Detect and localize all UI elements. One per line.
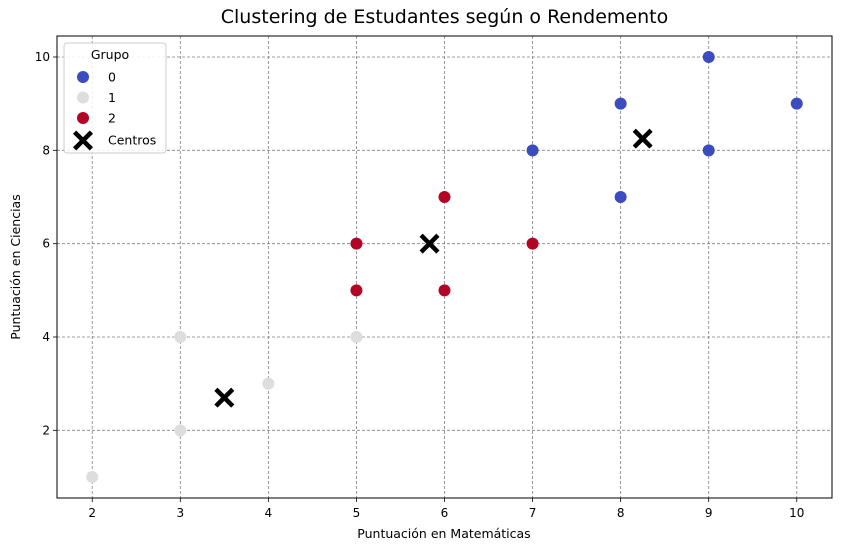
data-point-group-1 xyxy=(86,471,99,483)
legend-label: 2 xyxy=(108,111,116,126)
data-point-group-0 xyxy=(702,51,715,63)
x-tick-label: 8 xyxy=(617,506,625,520)
data-point-group-2 xyxy=(350,284,363,297)
data-point-group-0 xyxy=(790,97,803,110)
y-tick-label: 2 xyxy=(42,423,50,437)
cluster-center-marker xyxy=(632,128,653,149)
data-point-group-2 xyxy=(438,191,451,203)
data-point-group-1 xyxy=(262,377,275,390)
chart-title: Clustering de Estudantes según o Rendeme… xyxy=(220,6,669,28)
legend: Grupo 0 1 2 Centros xyxy=(63,42,167,154)
cluster-center-marker xyxy=(419,233,440,254)
legend-centers-icon xyxy=(73,130,93,151)
legend-marker-group-2 xyxy=(77,112,89,124)
y-tick-label: 4 xyxy=(42,330,50,344)
data-point-group-1 xyxy=(174,424,187,437)
x-tick-label: 10 xyxy=(789,506,804,520)
y-axis-label: Puntuación en Ciencias xyxy=(8,194,23,339)
x-axis-label: Puntuación en Matemáticas xyxy=(357,526,530,541)
legend-label: Centros xyxy=(108,133,156,148)
x-tick-label: 6 xyxy=(441,506,449,520)
legend-box xyxy=(63,42,167,154)
data-point-group-2 xyxy=(526,237,539,250)
x-tick-label: 7 xyxy=(529,506,537,520)
data-point-group-0 xyxy=(614,97,627,110)
data-point-group-0 xyxy=(614,191,627,203)
y-tick-label: 10 xyxy=(35,50,50,64)
data-point-group-1 xyxy=(174,331,187,343)
x-tick-label: 4 xyxy=(265,506,273,520)
data-point-group-1 xyxy=(350,331,363,343)
cluster-center-marker xyxy=(214,387,235,408)
data-point-group-0 xyxy=(526,144,539,157)
data-point-group-2 xyxy=(438,284,451,297)
data-point-group-2 xyxy=(350,237,363,250)
legend-marker-group-1 xyxy=(77,91,89,104)
legend-label: 1 xyxy=(108,90,116,105)
x-tick-label: 3 xyxy=(176,506,184,520)
x-tick-label: 5 xyxy=(353,506,361,520)
x-tick-label: 9 xyxy=(705,506,713,520)
legend-label: 0 xyxy=(108,70,116,85)
x-tick-label: 2 xyxy=(88,506,96,520)
y-tick-label: 6 xyxy=(42,237,50,251)
grid-lines xyxy=(57,36,832,498)
y-tick-label: 8 xyxy=(42,143,50,157)
legend-marker-group-0 xyxy=(77,71,89,83)
data-points xyxy=(86,51,803,483)
legend-title: Grupo xyxy=(91,47,129,62)
data-point-group-0 xyxy=(702,144,715,157)
